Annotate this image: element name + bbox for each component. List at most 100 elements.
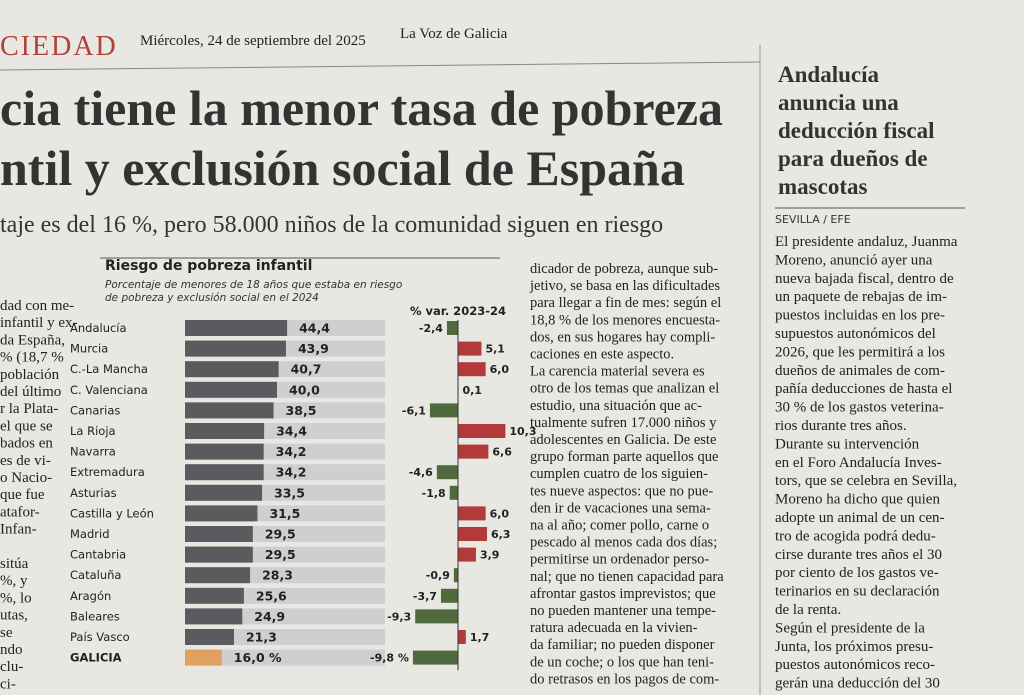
category-label: Madrid — [70, 527, 110, 541]
category-label: País Vasco — [70, 630, 130, 644]
variation-label: -9,3 — [387, 610, 411, 623]
variation-label: -6,1 — [402, 404, 426, 417]
category-label: Asturias — [70, 486, 117, 500]
text-line: na al año; comer pollo, carne o — [530, 518, 709, 534]
bar — [185, 484, 263, 501]
chart-subtitle: de pobreza y exclusión social en el 2024 — [105, 292, 319, 304]
text-line: tualmente sufren 17.000 niños y — [530, 415, 717, 431]
variation-bar — [458, 362, 486, 377]
bar — [185, 629, 234, 645]
bar — [185, 443, 264, 460]
text-line: bados en — [0, 436, 53, 452]
chart: Riesgo de pobreza infantil Porcentaje de … — [70, 257, 537, 671]
variation-label: 1,7 — [470, 631, 490, 644]
value-label: 16,0 % — [234, 650, 282, 665]
value-label: 43,9 — [298, 341, 329, 356]
text-line: jetivo, se basa en las dificultades — [529, 278, 720, 294]
subtitle: taje es del 16 %, pero 58.000 niños de l… — [0, 212, 663, 238]
variation-bar — [458, 341, 482, 356]
value-label: 34,2 — [276, 444, 307, 459]
variation-label: -2,4 — [419, 322, 443, 335]
text-line: en el Foro Andalucía Inves- — [775, 455, 942, 471]
bar — [185, 423, 265, 439]
variation-bar — [446, 321, 458, 335]
bar-background — [185, 629, 385, 645]
bar — [185, 526, 253, 542]
bar-background — [185, 649, 385, 666]
text-line: población — [0, 367, 60, 383]
text-line: que fue — [0, 487, 45, 503]
sidebar-title: mascotas — [778, 174, 867, 199]
value-label: 28,3 — [262, 568, 293, 583]
sidebar-title: anuncia una — [778, 90, 899, 115]
text-line: r la Plata- — [0, 401, 58, 417]
text-line: supuestos autonómicos del — [775, 326, 936, 342]
text-line: nueva bajada fiscal, dentro de — [775, 271, 954, 287]
bar — [185, 381, 277, 398]
variation-bar — [458, 424, 506, 438]
category-label: Extremadura — [70, 465, 145, 479]
headline-line: ntil y exclusión social de España — [0, 140, 685, 196]
text-line: del último — [0, 384, 61, 400]
text-line: cirse durante tres años el 30 — [775, 547, 942, 563]
variation-label: 10,3 — [509, 425, 536, 438]
sidebar-title: Andalucía — [778, 62, 879, 87]
variation-bar — [429, 403, 458, 418]
variation-bar — [458, 547, 476, 562]
text-line: de un coche; o los que han teni- — [530, 654, 714, 670]
text-line: puestos incluidas en los pre- — [775, 308, 945, 324]
bar — [185, 608, 243, 625]
text-line: La carencia material severa es — [530, 364, 705, 380]
category-label: Baleares — [70, 609, 120, 623]
text-line: grupo forman parte aquellos que — [530, 449, 718, 465]
category-label: Navarra — [70, 445, 116, 459]
left-column: dad con me-infantil y ex-da España, % (18… — [0, 298, 77, 692]
text-line: rios durante tres años. — [775, 418, 907, 434]
text-line: gerán una deducción del 30 — [775, 676, 940, 692]
variation-bar — [458, 444, 489, 459]
chart-title: Riesgo de pobreza infantil — [105, 258, 312, 274]
value-label: 38,5 — [286, 403, 317, 418]
sidebar-title: deducción fiscal — [778, 118, 935, 143]
bar — [185, 361, 279, 378]
text-line: no pueden mantener una tempe- — [530, 603, 716, 619]
bar — [185, 402, 274, 419]
text-line: da España, — [0, 332, 65, 348]
value-label: 34,2 — [276, 465, 307, 480]
variation-bar — [449, 485, 458, 500]
chart-subtitle: Porcentaje de menores de 18 años que est… — [105, 279, 402, 291]
value-label: 31,5 — [269, 506, 300, 521]
text-line: Durante su intervención — [775, 436, 920, 452]
variation-label: -0,9 — [426, 569, 450, 582]
text-line: ratura adecuada en la vivien- — [530, 620, 698, 636]
text-line: Junta, los próximos presu- — [775, 639, 933, 655]
variation-label: 6,0 — [490, 363, 510, 376]
text-line: El presidente andaluz, Juanma — [775, 234, 958, 250]
variation-bar — [436, 465, 458, 480]
text-line: 18,8 % de los menores encuesta- — [530, 312, 720, 328]
text-line: se — [0, 625, 13, 641]
category-label: La Rioja — [70, 424, 116, 438]
sidebar: Andalucía anuncia una deducción fiscal para… — [775, 62, 965, 692]
bar — [185, 649, 222, 666]
text-line: otro de los temas que analizan el — [530, 381, 719, 397]
text-line: adopte un animal de un cen- — [775, 510, 945, 526]
text-line: caciones en este aspecto. — [530, 347, 674, 363]
bar — [185, 505, 258, 522]
text-line: terinarios en su declaración — [775, 584, 940, 600]
value-label: 33,5 — [274, 485, 305, 500]
text-line: atafor- — [0, 504, 40, 520]
text-line: el que se — [0, 418, 53, 434]
text-line: %, y — [0, 573, 28, 589]
text-line: un paquete de rebajas de im- — [775, 289, 947, 305]
text-line: pañía deducciones de hasta el — [775, 381, 952, 397]
text-line: utas, — [0, 608, 28, 624]
text-line: cumplen cuatro de los siguien- — [530, 466, 708, 482]
bar — [185, 340, 286, 357]
variation-bar — [415, 609, 458, 624]
text-line: afrontar gastos imprevistos; que — [530, 586, 716, 602]
sidebar-title: para dueños de — [778, 146, 928, 171]
variation-label: -9,8 % — [370, 652, 409, 665]
